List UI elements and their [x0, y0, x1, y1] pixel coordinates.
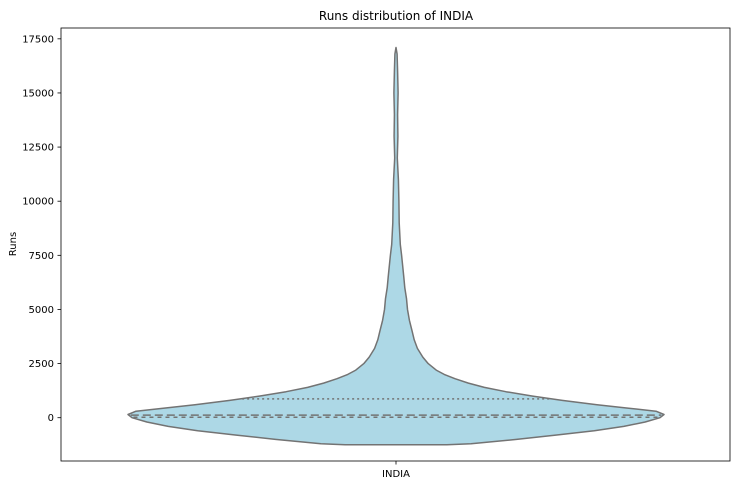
- axes-frame: [60, 27, 731, 462]
- y-tick-label: 17500: [22, 34, 54, 45]
- x-tick-label: INDIA: [382, 469, 410, 480]
- plot-area: 0 2500 5000 7500 10000 12500 15000 17500 INDIA: [22, 27, 731, 480]
- chart-title: Runs distribution of INDIA: [319, 9, 474, 23]
- y-tick-label: 10000: [22, 197, 54, 208]
- y-tick-label: 15000: [22, 88, 54, 99]
- y-tick-label: 2500: [29, 359, 54, 370]
- y-axis-label: Runs: [8, 232, 19, 256]
- violin-body: [127, 46, 665, 446]
- y-tick-label: 0: [48, 413, 54, 424]
- y-tick-label: 12500: [22, 143, 54, 154]
- y-tick-label: 5000: [29, 305, 54, 316]
- y-tick-label: 7500: [29, 251, 54, 262]
